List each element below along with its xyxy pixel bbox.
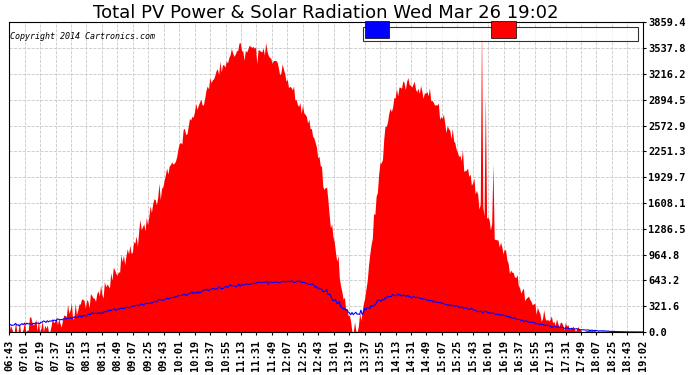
Title: Total PV Power & Solar Radiation Wed Mar 26 19:02: Total PV Power & Solar Radiation Wed Mar… <box>93 4 559 22</box>
Text: Copyright 2014 Cartronics.com: Copyright 2014 Cartronics.com <box>10 32 155 40</box>
Legend: Radiation (w/m2), PV Panels (DC Watts): Radiation (w/m2), PV Panels (DC Watts) <box>363 27 638 41</box>
